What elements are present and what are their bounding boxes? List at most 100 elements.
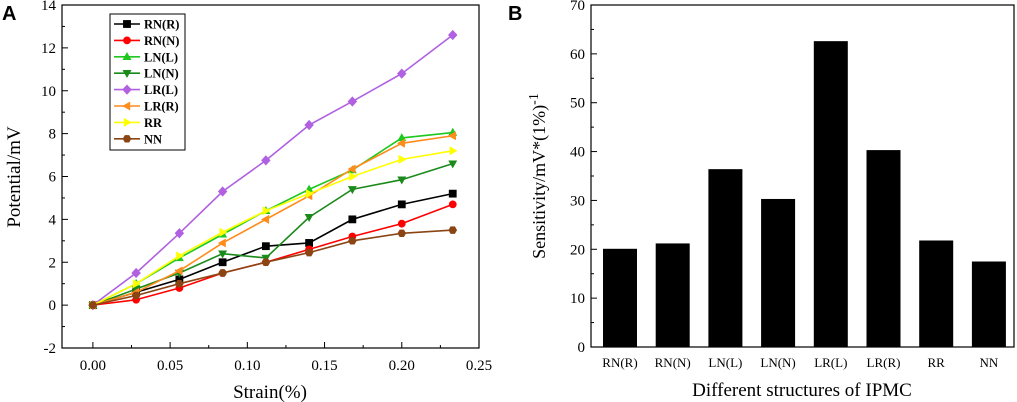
a-data-point bbox=[398, 154, 407, 164]
b-y-tick-label: 30 bbox=[570, 193, 585, 209]
a-data-point bbox=[261, 214, 270, 224]
a-legend-label: LN(N) bbox=[144, 67, 179, 81]
a-x-tick-label: 0.25 bbox=[466, 358, 492, 374]
panel-b-x-axis-title: Different structures of IPMC bbox=[692, 380, 912, 401]
a-data-point bbox=[305, 189, 314, 199]
a-legend-label: NN bbox=[144, 132, 162, 146]
a-series-line bbox=[92, 229, 453, 306]
panel-b-x-ticks: RN(R) RN(N) LN(L) LN(N) LR(L) LR(R) RR NN bbox=[602, 342, 999, 370]
a-data-point bbox=[304, 119, 314, 131]
b-x-tick-label: LR(L) bbox=[814, 355, 847, 370]
a-x-tick-label: 0.00 bbox=[80, 358, 106, 374]
b-bar bbox=[866, 150, 901, 347]
panel-a-legend: RN(R) RN(N) LN(L) LN(N) LR(L) LR(R) RR NN bbox=[114, 18, 179, 146]
panel-a-series-group bbox=[88, 29, 458, 311]
b-x-tick-label: LR(R) bbox=[867, 355, 901, 370]
a-x-tick-label: 0.05 bbox=[157, 358, 183, 374]
a-data-point bbox=[449, 146, 458, 156]
panel-a: A -2 0 2 4 6 8 10 12 14 0.00 0.05 0.10 0.15 0.20 0.25… bbox=[2, 0, 492, 402]
a-legend-label: LN(L) bbox=[144, 50, 178, 64]
b-y-tick-label: 0 bbox=[578, 340, 586, 356]
a-y-tick-label: 12 bbox=[41, 41, 56, 57]
a-data-point bbox=[397, 200, 406, 209]
a-legend-label: RR bbox=[144, 116, 163, 130]
b-y-tick-label: 60 bbox=[570, 47, 585, 63]
b-x-tick-label: LN(L) bbox=[708, 355, 742, 370]
a-legend-label: RN(N) bbox=[144, 34, 179, 48]
panel-b-y-axis-title-main: Sensitivity/mV*(1%) bbox=[529, 105, 550, 259]
a-data-point bbox=[397, 229, 407, 238]
a-data-point bbox=[447, 131, 456, 141]
a-legend-marker bbox=[122, 84, 132, 95]
a-data-point bbox=[397, 68, 407, 79]
a-data-point bbox=[261, 242, 270, 251]
a-data-point bbox=[305, 239, 314, 247]
a-y-tick-label: 8 bbox=[49, 127, 57, 143]
a-legend-label: LR(L) bbox=[144, 83, 178, 97]
panel-a-x-ticks: 0.00 0.05 0.10 0.15 0.20 0.25 bbox=[80, 342, 492, 374]
a-legend-marker bbox=[122, 101, 131, 111]
a-data-point bbox=[174, 228, 185, 239]
a-legend-entry: RN(N) bbox=[114, 34, 179, 48]
panel-a-label: A bbox=[2, 3, 16, 25]
b-y-tick-label: 50 bbox=[570, 96, 585, 112]
a-data-point bbox=[88, 301, 98, 309]
a-data-point bbox=[347, 186, 357, 195]
a-data-point bbox=[448, 200, 457, 209]
b-x-tick-label: RN(N) bbox=[655, 355, 691, 370]
panel-b: B 0 10 20 30 40 50 60 70 RN(R) RN(N) LN(L) LN(N) LR… bbox=[508, 0, 1015, 401]
b-x-tick-label: NN bbox=[980, 355, 999, 370]
a-data-point bbox=[218, 258, 227, 267]
a-legend-entry: RN(R) bbox=[114, 18, 179, 32]
panel-b-y-axis-title: Sensitivity/mV*(1%)-1 bbox=[527, 93, 550, 259]
b-y-tick-label: 70 bbox=[570, 0, 585, 14]
a-legend-entry: RR bbox=[114, 116, 163, 130]
a-y-tick-label: 0 bbox=[49, 298, 57, 314]
b-bar bbox=[603, 248, 637, 347]
a-x-tick-label: 0.20 bbox=[389, 358, 415, 374]
b-y-tick-label: 40 bbox=[570, 145, 585, 161]
panel-b-y-ticks: 0 10 20 30 40 50 60 70 bbox=[570, 0, 597, 356]
a-series-rr bbox=[89, 146, 458, 310]
panel-a-y-axis-title: Potential/mV bbox=[4, 126, 25, 228]
a-legend-marker bbox=[123, 20, 131, 28]
a-series-line bbox=[92, 203, 454, 306]
a-data-point bbox=[347, 96, 358, 107]
b-x-tick-label: LN(N) bbox=[760, 355, 795, 370]
panel-b-label: B bbox=[508, 3, 522, 25]
panel-b-y-axis-title-superscript: -1 bbox=[527, 93, 542, 105]
a-data-point bbox=[348, 215, 357, 224]
a-data-point bbox=[261, 155, 271, 166]
b-x-tick-label: RN(R) bbox=[602, 355, 637, 370]
a-data-point bbox=[348, 237, 357, 245]
a-legend-entry: LR(L) bbox=[114, 83, 178, 97]
a-legend-label: LR(R) bbox=[144, 100, 179, 114]
a-legend-entry: LN(L) bbox=[114, 50, 178, 64]
b-bar bbox=[708, 169, 743, 347]
a-series-lr-l bbox=[88, 29, 458, 311]
b-bar bbox=[655, 243, 690, 347]
a-data-point bbox=[174, 266, 183, 276]
a-data-point bbox=[262, 206, 271, 216]
a-data-point bbox=[448, 160, 458, 169]
a-x-tick-label: 0.10 bbox=[234, 358, 260, 374]
a-y-tick-label: 4 bbox=[49, 212, 57, 228]
a-data-point bbox=[349, 172, 358, 181]
b-bar bbox=[919, 240, 954, 347]
a-y-tick-label: 2 bbox=[49, 255, 57, 271]
a-data-point bbox=[175, 279, 184, 288]
b-x-tick-label: RR bbox=[928, 355, 946, 370]
a-data-point bbox=[448, 29, 458, 41]
a-legend-marker bbox=[123, 117, 132, 127]
a-data-point bbox=[397, 138, 405, 148]
a-data-point bbox=[219, 227, 228, 237]
b-bar bbox=[971, 261, 1006, 347]
a-data-point bbox=[304, 248, 314, 257]
a-legend-marker bbox=[122, 52, 132, 60]
a-data-point bbox=[218, 269, 227, 277]
a-data-point bbox=[218, 250, 228, 259]
panel-a-x-axis-title: Strain(%) bbox=[233, 382, 307, 402]
a-data-point bbox=[261, 258, 271, 266]
a-series-line bbox=[92, 149, 453, 306]
